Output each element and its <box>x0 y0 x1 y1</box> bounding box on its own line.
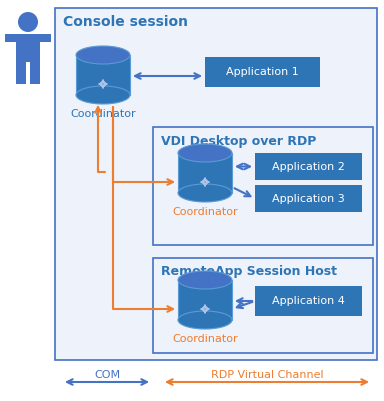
FancyBboxPatch shape <box>153 258 373 353</box>
Text: Application 2: Application 2 <box>272 162 345 172</box>
FancyBboxPatch shape <box>255 185 362 212</box>
Ellipse shape <box>76 46 130 64</box>
Bar <box>76 55 130 95</box>
Text: RemoteApp Session Host: RemoteApp Session Host <box>161 265 337 279</box>
Text: Coordinator: Coordinator <box>172 334 238 344</box>
Text: Application 1: Application 1 <box>226 67 299 77</box>
Bar <box>5 34 18 42</box>
Text: Coordinator: Coordinator <box>172 207 238 217</box>
Ellipse shape <box>178 184 232 202</box>
Ellipse shape <box>76 86 130 104</box>
Bar <box>178 153 232 193</box>
FancyBboxPatch shape <box>255 286 362 316</box>
Text: COM: COM <box>94 370 120 380</box>
FancyBboxPatch shape <box>153 127 373 245</box>
Ellipse shape <box>178 144 232 162</box>
Text: Application 3: Application 3 <box>272 194 345 203</box>
Bar <box>178 280 232 320</box>
Bar <box>16 62 26 84</box>
Text: VDI Desktop over RDP: VDI Desktop over RDP <box>161 134 316 148</box>
Circle shape <box>18 12 38 32</box>
Ellipse shape <box>178 271 232 289</box>
Text: Coordinator: Coordinator <box>70 109 136 119</box>
Ellipse shape <box>178 311 232 329</box>
Bar <box>38 34 51 42</box>
Text: Console session: Console session <box>63 15 188 29</box>
FancyBboxPatch shape <box>255 153 362 180</box>
FancyBboxPatch shape <box>55 8 377 360</box>
Text: Application 4: Application 4 <box>272 296 345 306</box>
Bar <box>30 62 40 84</box>
FancyBboxPatch shape <box>205 57 320 87</box>
Bar <box>16 34 40 62</box>
Text: RDP Virtual Channel: RDP Virtual Channel <box>211 370 323 380</box>
